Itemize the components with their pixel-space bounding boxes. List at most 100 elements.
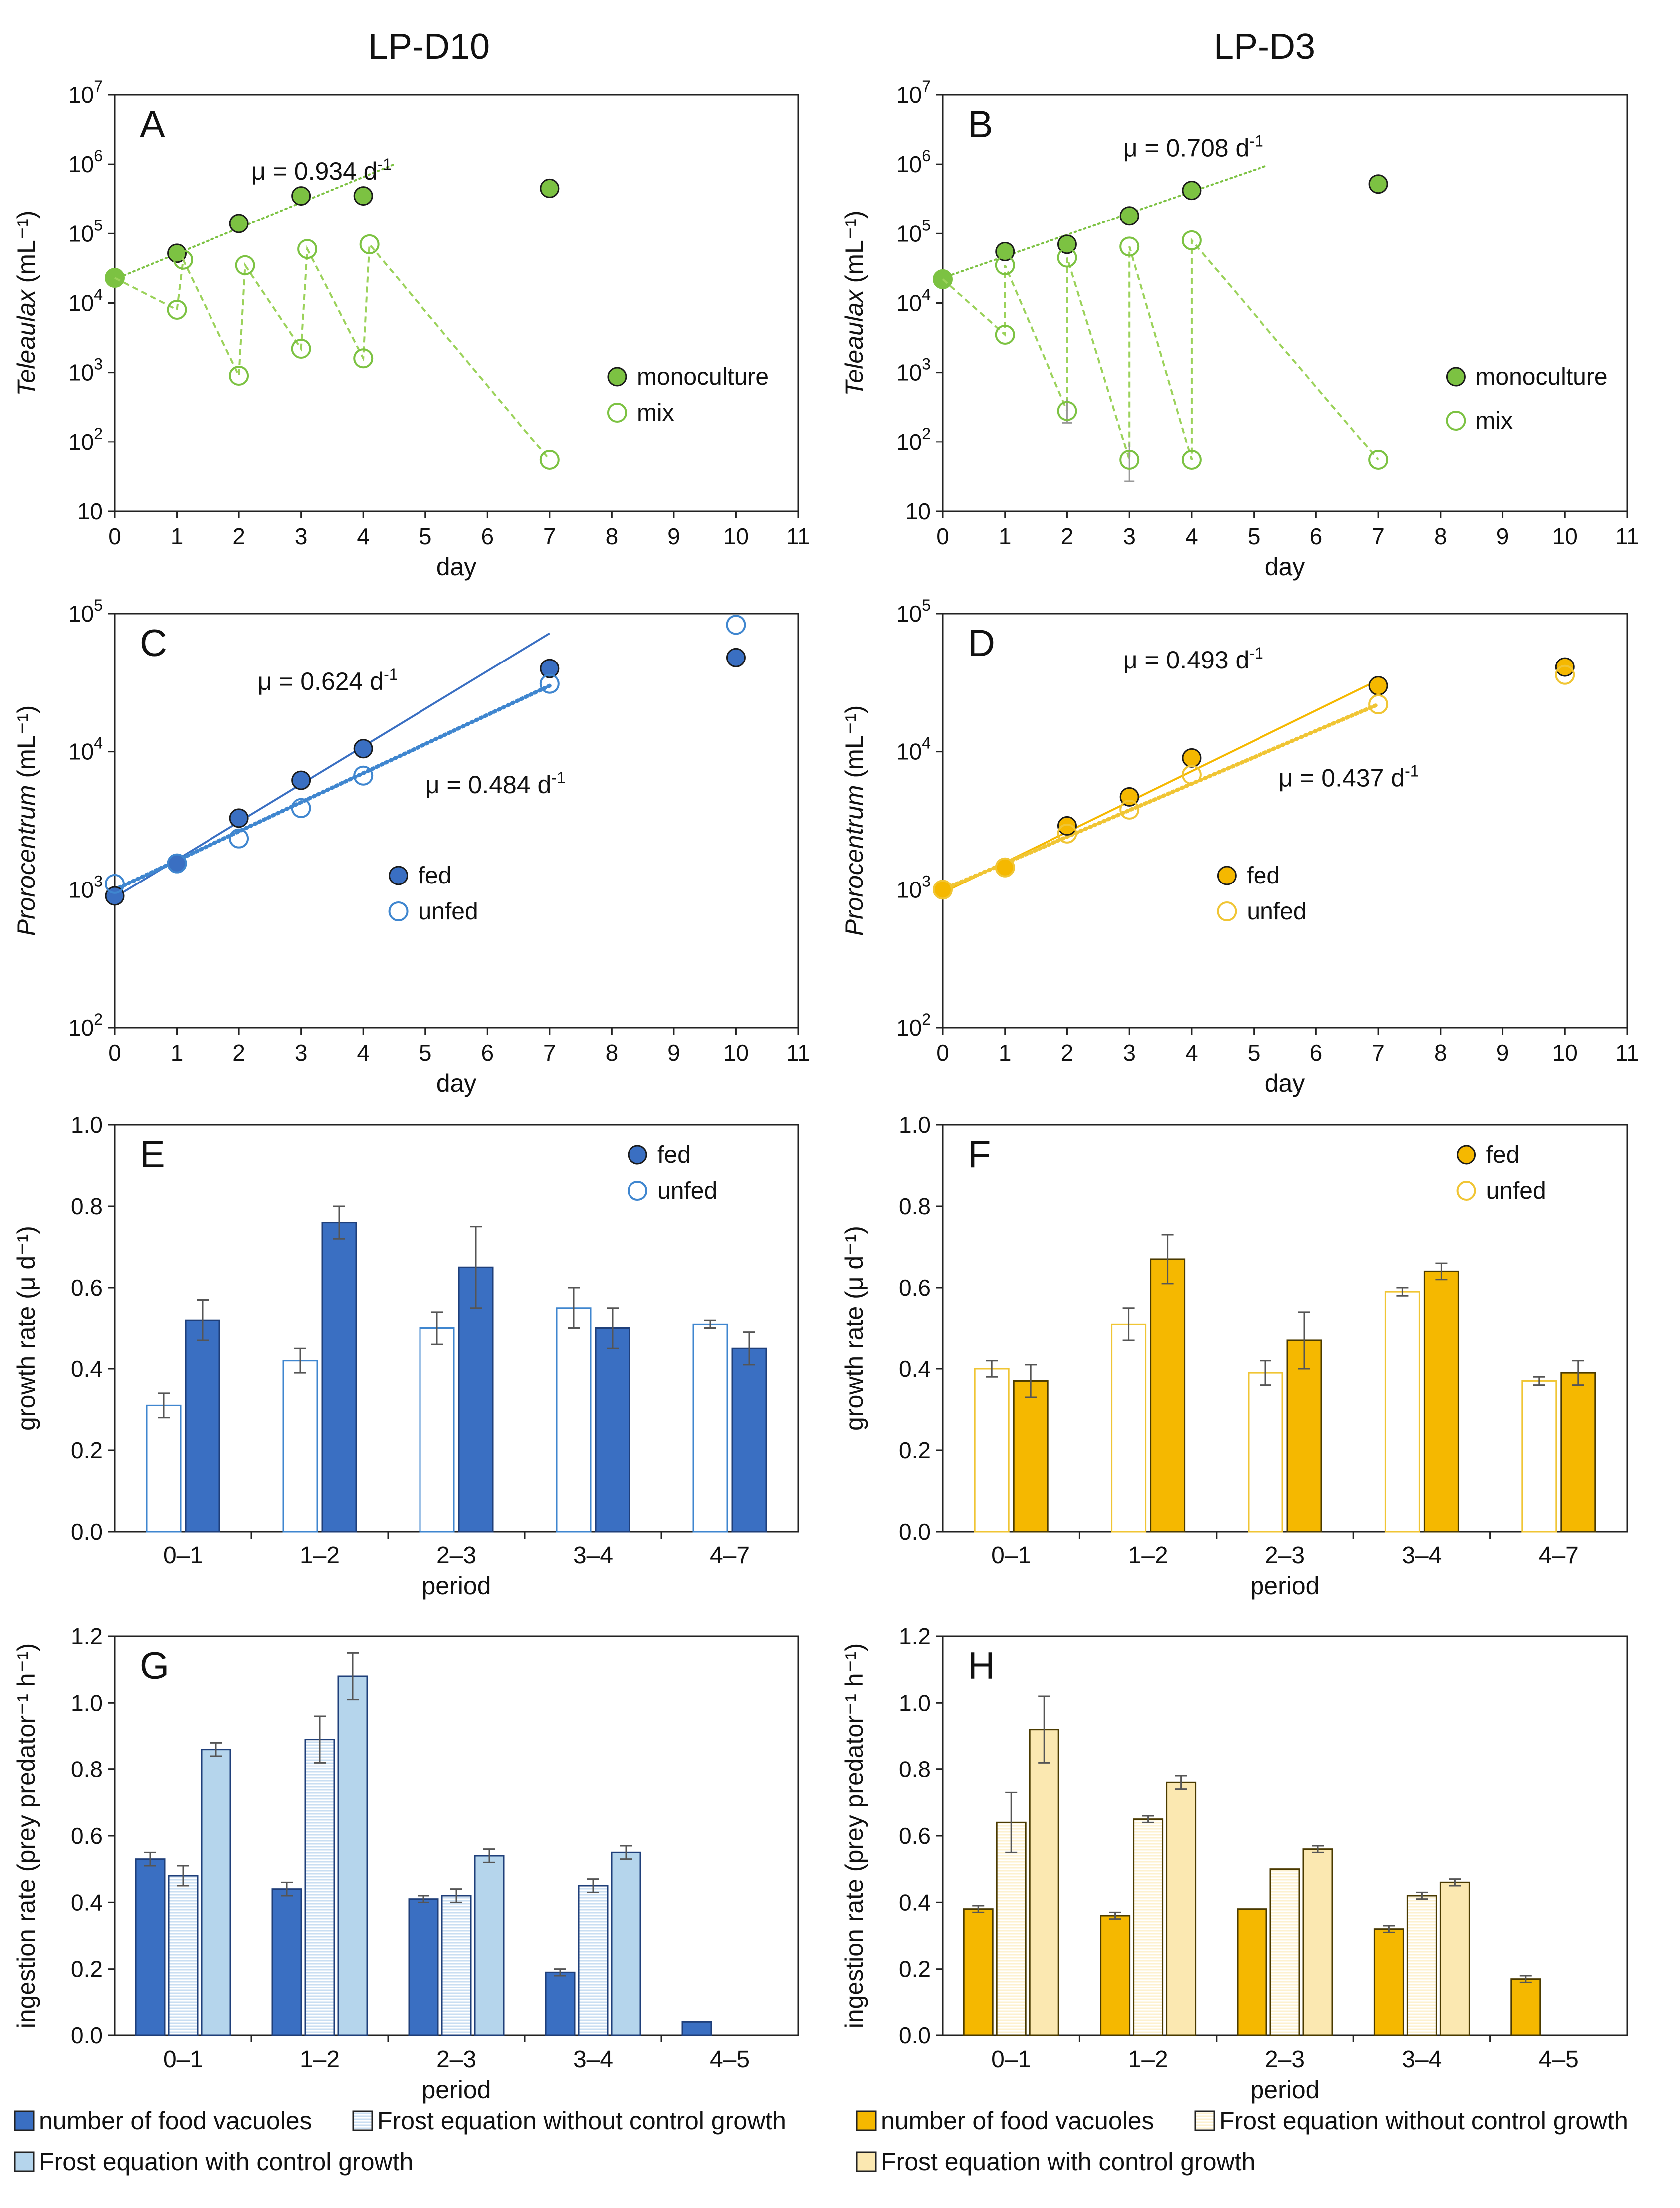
bar <box>1133 1818 1164 2036</box>
data-point <box>1181 449 1202 470</box>
bar <box>168 1875 199 2036</box>
data-point <box>1368 694 1389 714</box>
y-tick-label: 0.2 <box>899 1956 931 1982</box>
y-axis-label: Teleaulax (mL⁻¹) <box>12 211 40 396</box>
x-tick-label: 5 <box>1248 523 1260 549</box>
legend-swatch <box>856 2151 877 2172</box>
panel-A: A 0 1 2 3 4 5 6 7 8 9 10 11 day 10 102 103 104 105 106 107 Te… <box>12 77 810 581</box>
bar <box>545 1971 576 2036</box>
x-tick-label: 0 <box>108 523 121 549</box>
y-tick-label: 0.4 <box>899 1356 931 1382</box>
data-point <box>995 255 1015 275</box>
legend-swatch <box>352 2110 373 2131</box>
bar <box>337 1675 368 2036</box>
column-title-right: LP-D3 <box>1214 27 1315 67</box>
y-tick-label: 103 <box>896 355 931 386</box>
bar <box>1237 1908 1267 2036</box>
x-tick-label: 0 <box>936 1040 949 1066</box>
legend-marker <box>1456 1181 1476 1201</box>
legend-label: unfed <box>1247 898 1306 925</box>
bar <box>419 1327 455 1533</box>
x-tick-label: 5 <box>1248 1040 1260 1066</box>
y-tick-label: 0.8 <box>71 1193 103 1219</box>
bar <box>556 1307 592 1533</box>
legend-marker <box>389 866 409 885</box>
x-tick-label: 7 <box>543 523 556 549</box>
x-tick-label: 4 <box>1185 1040 1198 1066</box>
x-tick-label: 1–2 <box>1128 1543 1168 1569</box>
x-tick-label: 2–3 <box>1265 2046 1305 2073</box>
x-axis-label: day <box>436 1069 477 1097</box>
x-tick-label: 0–1 <box>163 1543 203 1569</box>
x-tick-label: 1 <box>171 1040 184 1066</box>
y-axis-label: ingestion rate (prey predator⁻¹ h⁻¹) <box>12 1643 40 2029</box>
legend-label: Frost equation without control growth <box>377 2107 786 2135</box>
data-point <box>291 186 311 206</box>
data-point <box>229 808 249 828</box>
x-tick-label: 3 <box>295 1040 308 1066</box>
bar <box>996 1821 1027 2036</box>
fit-line <box>941 702 1381 892</box>
y-tick-label: 0.4 <box>899 1889 931 1915</box>
y-axis-label: Teleaulax (mL⁻¹) <box>840 211 868 396</box>
bar <box>1029 1729 1059 2036</box>
rate-annotation: μ = 0.624 d-1 <box>257 665 398 695</box>
fit-line <box>114 163 396 280</box>
y-axis-label: growth rate (μ d⁻¹) <box>12 1226 40 1431</box>
panel-C: C 0 1 2 3 4 5 6 7 8 9 10 11 day 102 103 104 105 Prorocentr… <box>12 596 810 1097</box>
data-point <box>539 449 560 470</box>
y-tick-label: 107 <box>896 77 931 108</box>
y-tick-label: 102 <box>896 425 931 455</box>
x-tick-label: 1–2 <box>300 1543 340 1569</box>
x-tick-label: 8 <box>606 523 619 549</box>
legend-marker <box>388 901 409 921</box>
x-tick-label: 1 <box>171 523 184 549</box>
y-tick-label: 0.4 <box>71 1356 103 1382</box>
x-tick-label: 0–1 <box>991 2046 1031 2073</box>
x-tick-label: 8 <box>606 1040 619 1066</box>
y-axis-label: Prorocentrum (mL⁻¹) <box>12 705 40 936</box>
y-tick-label: 104 <box>896 286 931 316</box>
x-axis-label: period <box>1251 1572 1320 1600</box>
y-tick-label: 0.6 <box>899 1823 931 1849</box>
fit-line <box>113 683 552 892</box>
legend-swatch <box>1194 2110 1215 2131</box>
y-tick-label: 102 <box>896 1010 931 1041</box>
x-tick-label: 11 <box>786 1040 810 1066</box>
y-tick-label: 0.8 <box>71 1757 103 1782</box>
y-tick-label: 0.0 <box>71 1519 103 1545</box>
x-tick-label: 10 <box>1552 1040 1578 1066</box>
bar <box>1269 1868 1300 2036</box>
x-tick-label: 2 <box>232 1040 245 1066</box>
x-tick-label: 0–1 <box>991 1543 1031 1569</box>
bar <box>1423 1270 1459 1533</box>
bar <box>1013 1380 1049 1533</box>
legend-label: unfed <box>419 898 478 925</box>
y-tick-label: 0.2 <box>71 1956 103 1982</box>
y-tick-label: 104 <box>68 286 103 316</box>
legend-marker <box>607 403 627 423</box>
data-point <box>353 186 373 206</box>
data-point <box>995 857 1015 878</box>
plot-frame <box>114 613 799 1029</box>
legend-label: unfed <box>657 1178 717 1204</box>
bar <box>271 1888 302 2036</box>
data-point <box>995 241 1015 261</box>
y-axis-label: ingestion rate (prey predator⁻¹ h⁻¹) <box>840 1643 868 2029</box>
y-axis-label: growth rate (μ d⁻¹) <box>840 1226 868 1431</box>
legend-marker <box>1457 1145 1476 1165</box>
y-tick-label: 106 <box>68 147 103 177</box>
rate-annotation: μ = 0.934 d-1 <box>251 155 392 185</box>
legend-label: number of food vacuoles <box>39 2107 312 2135</box>
x-tick-label: 2 <box>232 523 245 549</box>
rate-annotation: μ = 0.493 d-1 <box>1123 644 1263 674</box>
data-point <box>1119 799 1140 820</box>
data-point <box>291 339 311 359</box>
x-tick-label: 9 <box>1496 523 1509 549</box>
y-tick-label: 10 <box>77 498 103 524</box>
x-tick-label: 5 <box>419 1040 432 1066</box>
panel-letter: E <box>140 1133 165 1176</box>
bar <box>474 1855 505 2036</box>
y-tick-label: 105 <box>896 596 931 627</box>
y-tick-label: 107 <box>68 77 103 108</box>
